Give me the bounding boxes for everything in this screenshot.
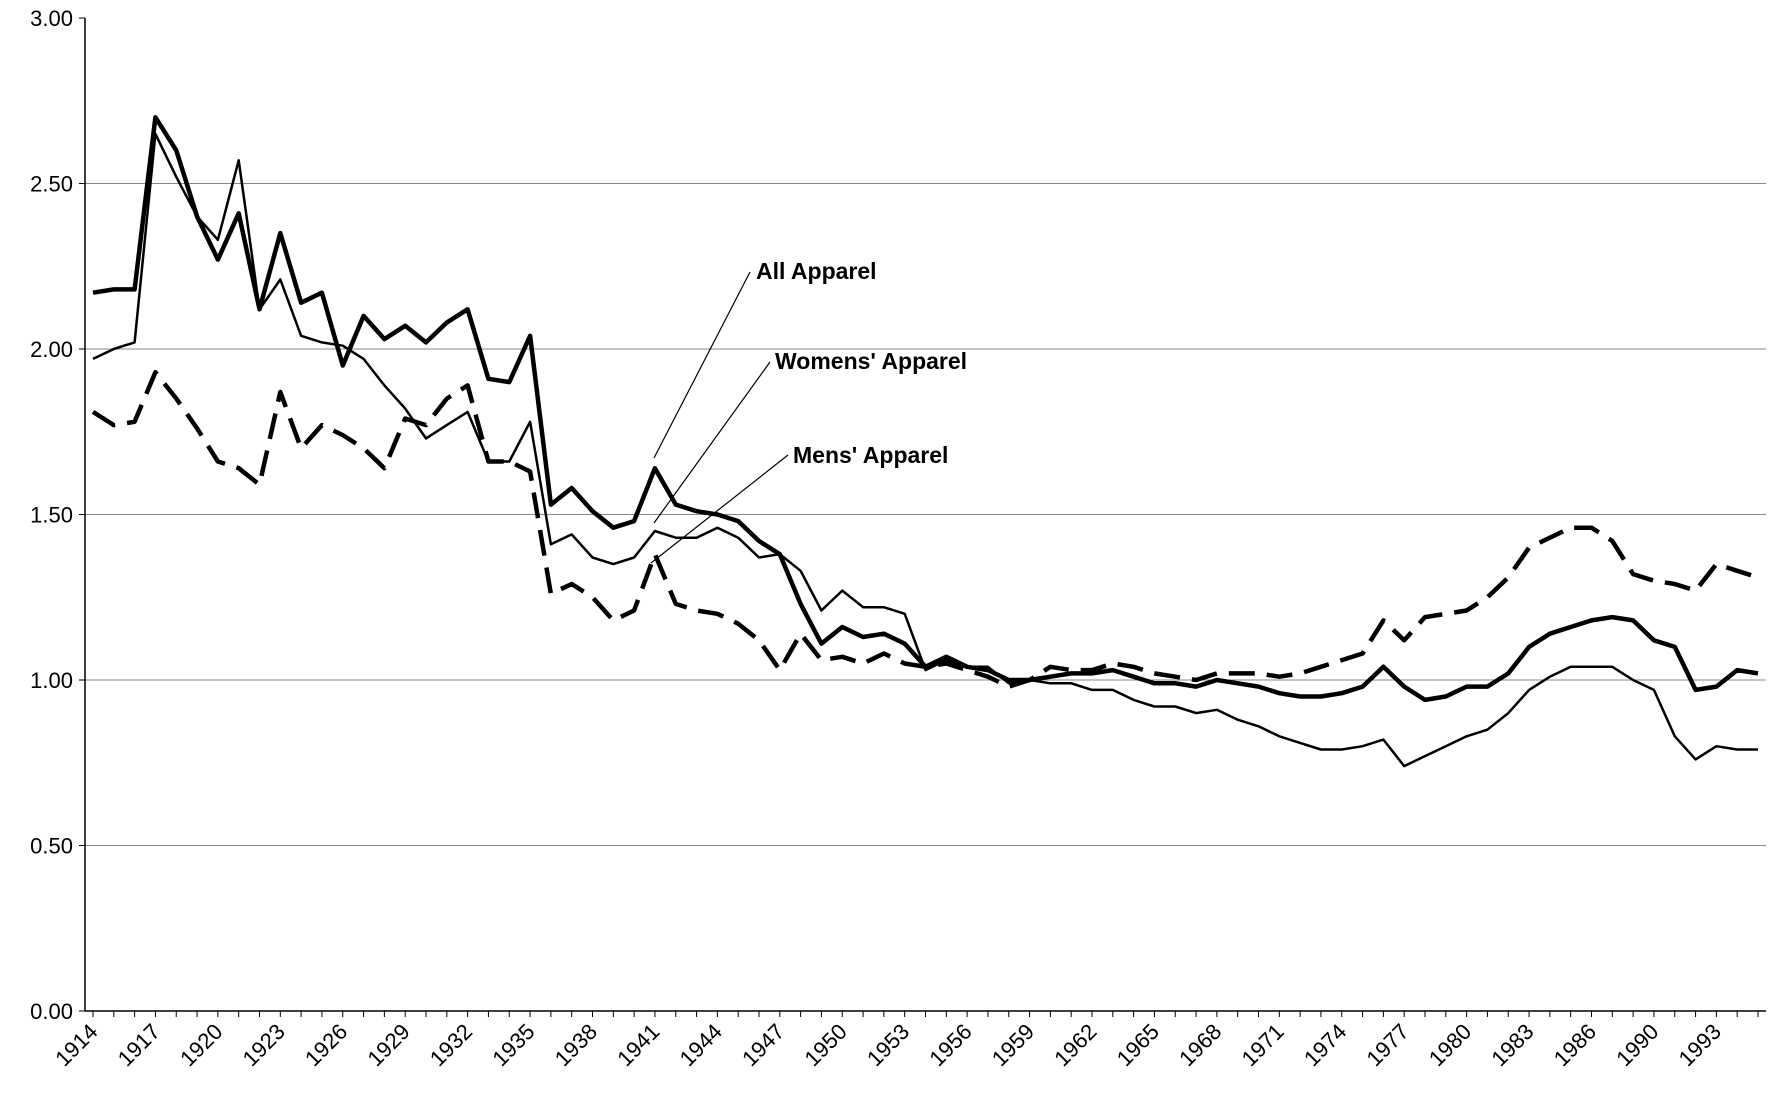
x-tick-label: 1935 (487, 1019, 539, 1071)
leader-line (650, 454, 789, 564)
x-tick-label: 1944 (675, 1019, 727, 1071)
series-line (91, 369, 1759, 689)
x-tick-label: 1932 (425, 1019, 477, 1071)
leader-line (653, 361, 771, 524)
annotation: Womens' Apparel (775, 348, 967, 374)
x-tick-label: 1926 (300, 1019, 352, 1071)
annotation: Mens' Apparel (793, 442, 948, 468)
y-tick-label: 1.50 (30, 503, 73, 528)
x-tick-label: 1953 (862, 1019, 914, 1071)
x-tick-label: 1959 (987, 1019, 1039, 1071)
x-tick-label: 1993 (1674, 1019, 1726, 1071)
y-tick-label: 0.00 (30, 999, 73, 1024)
series-line (92, 115, 1759, 703)
x-tick-label: 1977 (1361, 1019, 1413, 1071)
x-tick-label: 1986 (1549, 1019, 1601, 1071)
x-tick-label: 1917 (113, 1019, 165, 1071)
x-tick-label: 1968 (1174, 1019, 1226, 1071)
y-tick-label: 2.50 (30, 172, 73, 197)
y-tick-label: 3.00 (30, 6, 73, 31)
x-tick-label: 1983 (1486, 1019, 1538, 1071)
x-tick-label: 1914 (50, 1019, 102, 1071)
x-tick-label: 1920 (175, 1019, 227, 1071)
x-tick-label: 1950 (799, 1019, 851, 1071)
y-tick-label: 2.00 (30, 337, 73, 362)
x-tick-label: 1941 (612, 1019, 664, 1071)
annotation: All Apparel (756, 258, 877, 284)
plot: 0.00 0.50 1.00 1.50 2.00 2.50 3.00 1914 1917 1920… (30, 6, 1766, 1071)
y-tick-label: 0.50 (30, 834, 73, 859)
x-tick-label: 1923 (238, 1019, 290, 1071)
x-tick-label: 1990 (1611, 1019, 1663, 1071)
series-line (92, 132, 1758, 768)
x-tick-label: 1974 (1299, 1019, 1351, 1071)
y-tick-label: 1.00 (30, 668, 73, 693)
x-tick-label: 1929 (362, 1019, 414, 1071)
x-tick-label: 1965 (1112, 1019, 1164, 1071)
x-tick-label: 1980 (1424, 1019, 1476, 1071)
x-tick-label: 1947 (737, 1019, 789, 1071)
x-tick-label: 1938 (550, 1019, 602, 1071)
leader-line (653, 271, 751, 459)
x-tick-label: 1956 (924, 1019, 976, 1071)
x-tick-label: 1962 (1049, 1019, 1101, 1071)
x-tick-label: 1971 (1237, 1019, 1289, 1071)
